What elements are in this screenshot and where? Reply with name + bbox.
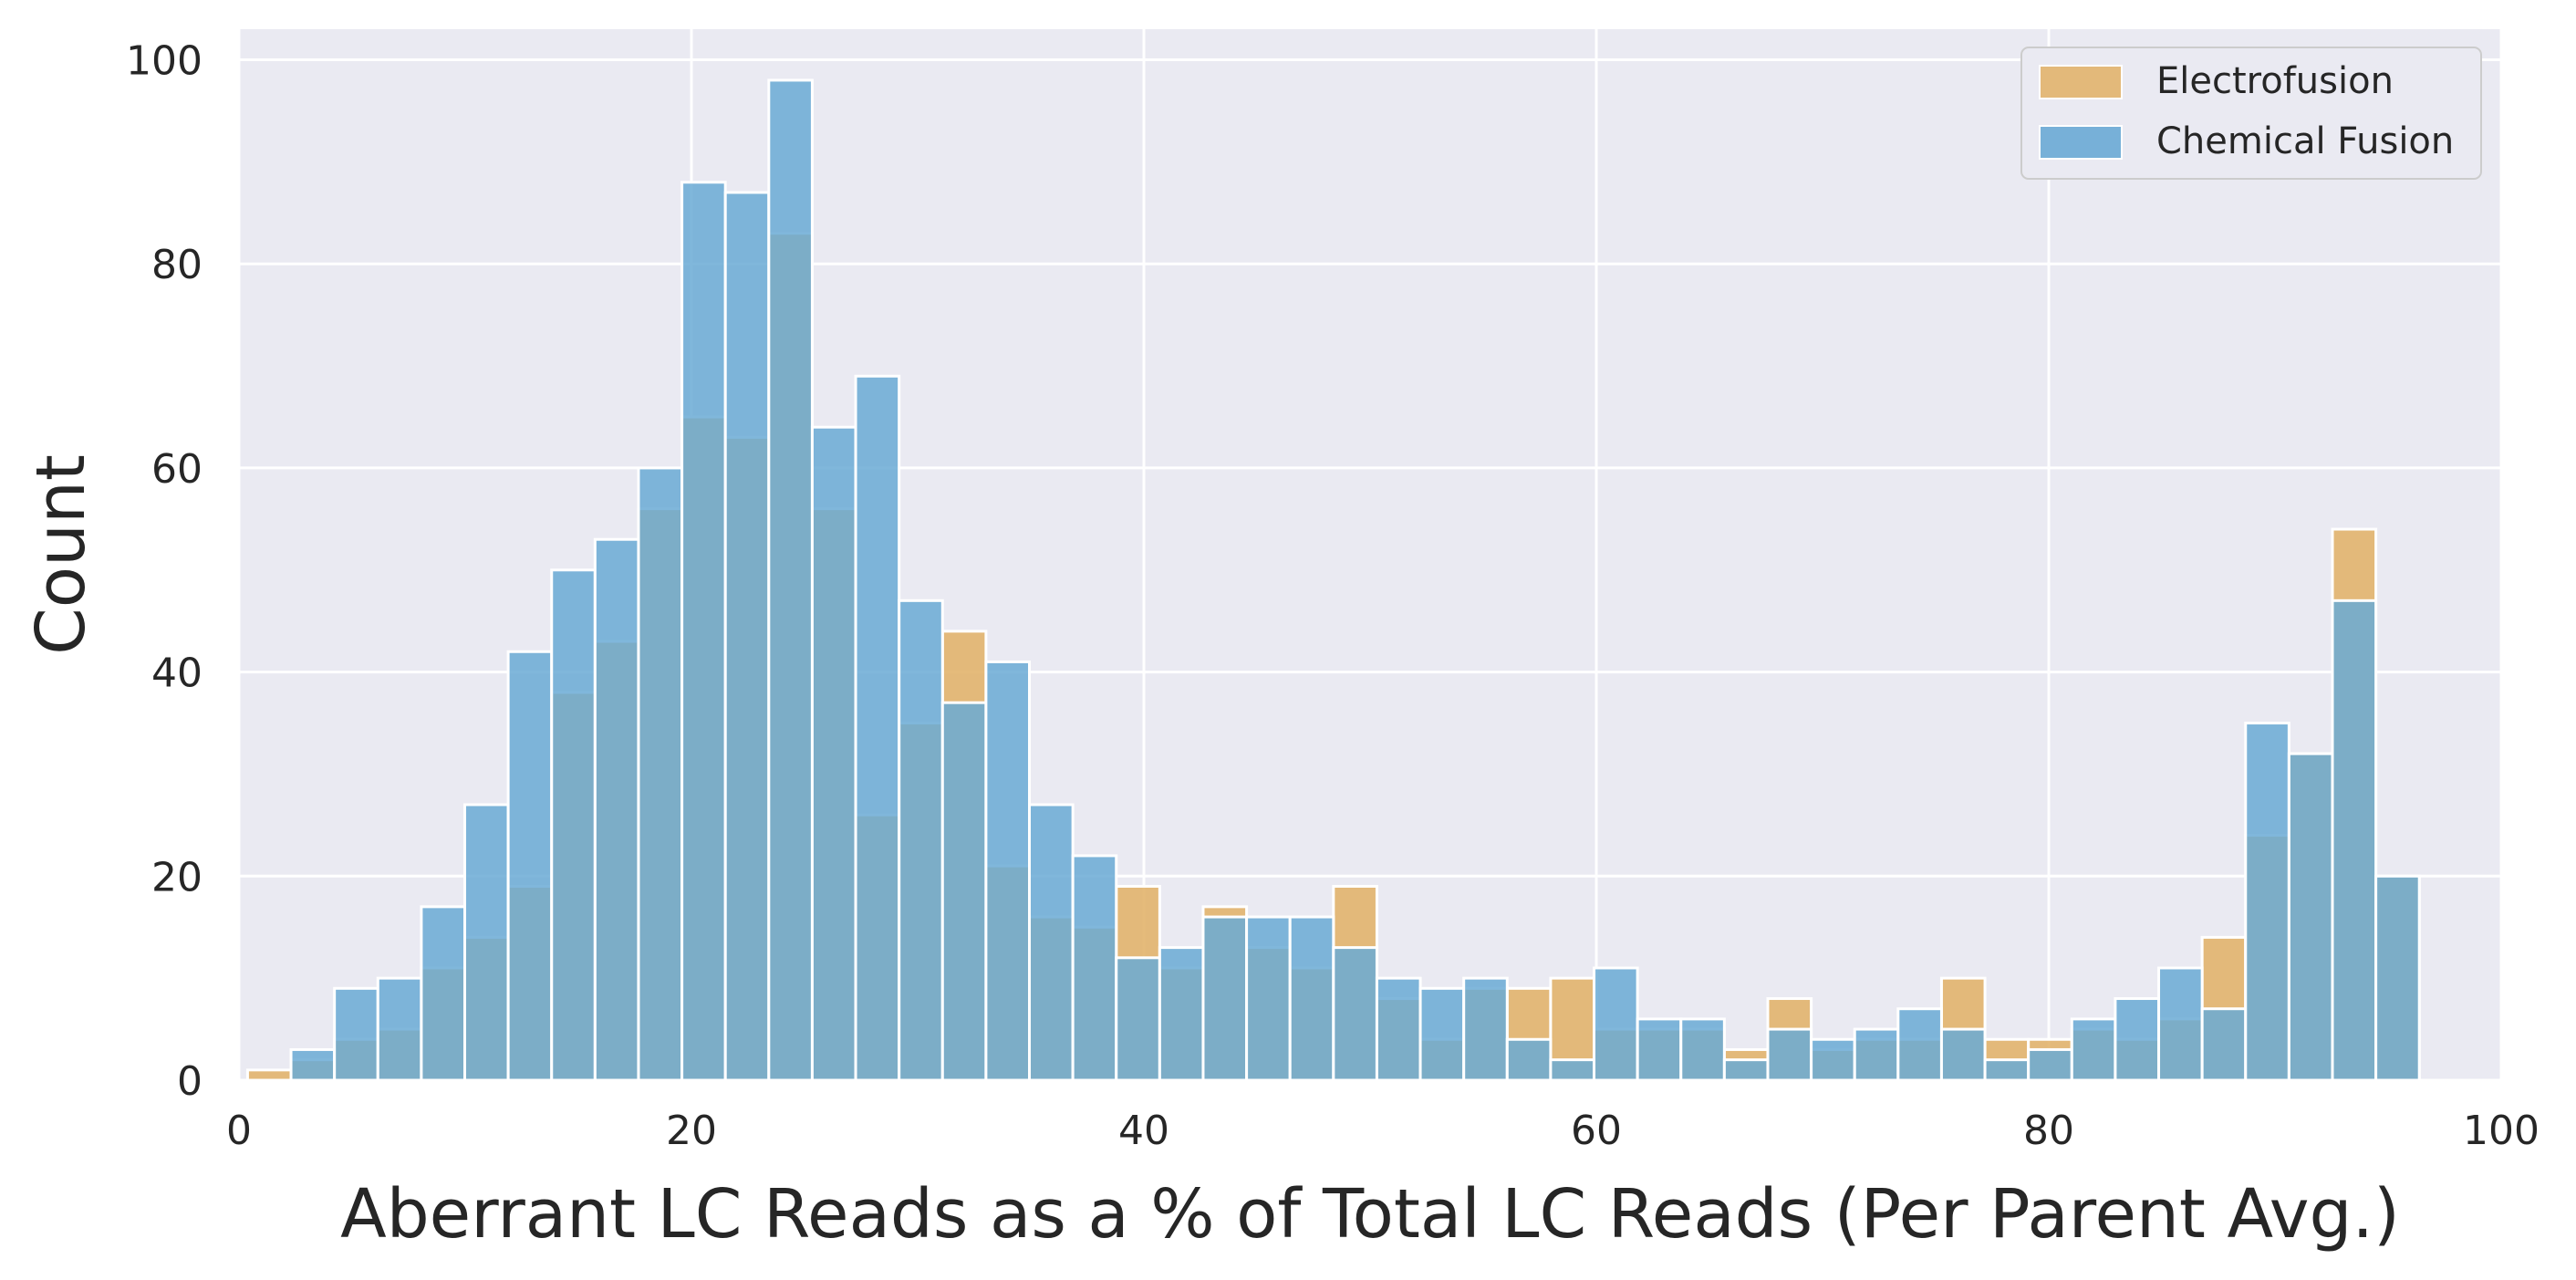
legend-label: Chemical Fusion [2156, 120, 2454, 162]
chemical-fusion-bar [1896, 1007, 1943, 1082]
chemical-fusion-bar [420, 905, 467, 1082]
x-tick-label: 0 [226, 1108, 252, 1154]
chemical-fusion-bar [1332, 946, 1378, 1082]
chemical-fusion-bar [1722, 1058, 1770, 1082]
chemical-fusion-bar [2114, 997, 2161, 1082]
chemical-fusion-bar [1505, 1037, 1553, 1082]
chemical-fusion-bar [463, 803, 510, 1082]
legend-label: Electrofusion [2156, 60, 2394, 102]
chemical-fusion-bar [1636, 1017, 1683, 1082]
chemical-fusion-bar [2200, 1007, 2248, 1082]
chemical-fusion-bar [1028, 803, 1075, 1082]
y-tick-label: 100 [126, 38, 203, 85]
chemical-fusion-bar [1201, 915, 1249, 1082]
y-axis-ticks: 0 20 40 60 80 100 [126, 38, 203, 1105]
y-tick-label: 0 [177, 1058, 203, 1105]
chemical-fusion-bar [1810, 1037, 1856, 1082]
chemical-fusion-bar [1462, 976, 1509, 1082]
chemical-fusion-bar [2244, 722, 2290, 1082]
x-tick-label: 100 [2463, 1108, 2540, 1154]
chemical-fusion-bar [1679, 1017, 1726, 1082]
x-axis-title: Aberrant LC Reads as a % of Total LC Rea… [340, 1175, 2400, 1254]
chemical-fusion-bar [984, 660, 1032, 1082]
chemical-fusion-bar [333, 986, 379, 1082]
chemical-fusion-bar [1288, 915, 1335, 1082]
y-axis-title: Count [22, 454, 100, 655]
chemical-fusion-bar [1593, 966, 1639, 1082]
y-tick-label: 80 [151, 242, 203, 288]
chemical-fusion-bar [289, 1047, 337, 1082]
chemical-fusion-bar [1766, 1027, 1813, 1082]
legend-box [2020, 47, 2482, 180]
chemical-fusion-bar [723, 191, 771, 1082]
chemical-fusion-bar [506, 650, 554, 1082]
chemical-fusion-bar [854, 374, 901, 1082]
chemical-fusion-bar [1983, 1058, 2031, 1082]
electrofusion-bar [245, 1068, 293, 1082]
x-tick-label: 80 [2023, 1108, 2074, 1154]
chemical-fusion-bar [1071, 854, 1118, 1082]
chemical-fusion-bar [1939, 1027, 1987, 1082]
y-tick-label: 40 [151, 650, 203, 697]
chemical-fusion-bar [2157, 966, 2204, 1082]
chemical-fusion-bar [767, 78, 814, 1082]
y-tick-label: 20 [151, 854, 203, 900]
chemical-fusion-bar [810, 425, 857, 1082]
chemical-fusion-bar [2374, 874, 2421, 1082]
chemical-fusion-bar [1549, 1058, 1596, 1082]
chemical-fusion-bar [1418, 986, 1466, 1082]
chemical-fusion-bar [1158, 946, 1205, 1082]
chemical-fusion-bar [2070, 1017, 2117, 1082]
chemical-fusion-bar [376, 976, 423, 1082]
legend: Electrofusion Chemical Fusion [2020, 47, 2482, 180]
chemical-fusion-bar [898, 598, 944, 1082]
chemical-fusion-bar [940, 701, 988, 1082]
chemical-fusion-bar [2331, 598, 2378, 1082]
chemical-fusion-bar [2027, 1047, 2073, 1082]
chemical-fusion-bar [1375, 976, 1422, 1082]
x-tick-label: 20 [666, 1108, 717, 1154]
chemical-fusion-bar [2287, 752, 2334, 1082]
chemical-fusion-bar [593, 537, 640, 1082]
histogram-bars [245, 78, 2421, 1082]
chemical-fusion-bar [637, 466, 684, 1082]
x-axis-ticks: 0 20 40 60 80 100 [226, 1108, 2540, 1154]
chemical-fusion-bar [680, 181, 727, 1082]
chemical-fusion-bar [1115, 956, 1161, 1082]
chemical-fusion-bar [1853, 1027, 1900, 1082]
legend-swatch [2039, 65, 2123, 99]
chemical-fusion-bar [550, 568, 597, 1082]
y-tick-label: 60 [151, 446, 203, 493]
x-tick-label: 40 [1118, 1108, 1169, 1154]
legend-swatch [2039, 125, 2123, 160]
chemical-fusion-bar [1245, 915, 1292, 1082]
x-tick-label: 60 [1571, 1108, 1622, 1154]
